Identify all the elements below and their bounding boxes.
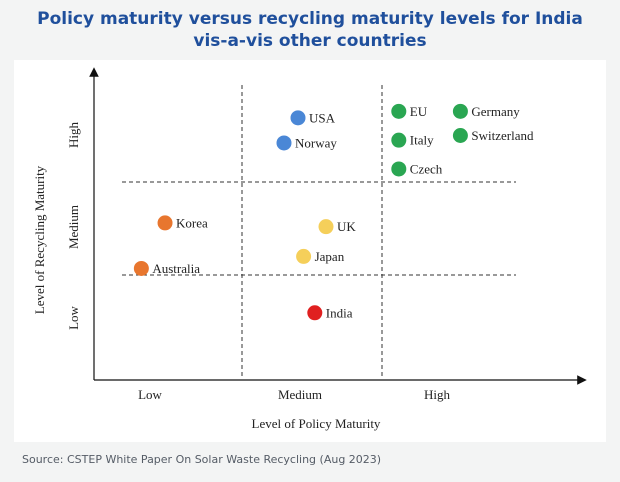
point-label-india: India xyxy=(326,305,353,320)
point-uk xyxy=(318,219,334,235)
point-label-germany: Germany xyxy=(471,104,520,119)
point-label-czech: Czech xyxy=(410,161,443,176)
point-label-usa: USA xyxy=(309,110,336,125)
axis-tick-labels: Low Medium High Low Medium High xyxy=(66,122,451,403)
point-label-japan: Japan xyxy=(315,249,345,264)
x-tick-low: Low xyxy=(138,387,162,402)
y-tick-low: Low xyxy=(66,305,81,329)
point-switzerland xyxy=(452,128,468,143)
chart-title-line-2: vis-a-vis other countries xyxy=(193,31,427,51)
point-norway xyxy=(276,135,292,151)
chart-title: Policy maturity versus recycling maturit… xyxy=(0,8,620,52)
y-tick-high: High xyxy=(66,122,81,149)
point-label-korea: Korea xyxy=(176,215,208,230)
y-axis-label: Level of Recycling Maturity xyxy=(32,165,47,314)
x-tick-high: High xyxy=(424,387,451,402)
source-note: Source: CSTEP White Paper On Solar Waste… xyxy=(22,453,382,466)
point-india xyxy=(307,305,323,321)
grid-lines xyxy=(122,85,516,378)
point-label-australia: Australia xyxy=(152,261,200,276)
chart-panel xyxy=(14,60,606,442)
x-tick-medium: Medium xyxy=(278,387,322,402)
point-australia xyxy=(133,260,149,276)
point-eu xyxy=(391,103,407,119)
point-label-eu: EU xyxy=(410,104,428,119)
point-label-switzerland: Switzerland xyxy=(471,128,534,143)
point-czech xyxy=(391,161,407,177)
y-tick-medium: Medium xyxy=(66,205,81,249)
chart-title-line-1: Policy maturity versus recycling maturit… xyxy=(37,9,583,29)
point-label-norway: Norway xyxy=(295,135,337,150)
point-usa xyxy=(290,110,306,126)
point-germany xyxy=(452,103,468,119)
point-korea xyxy=(157,215,173,231)
x-axis-label: Level of Policy Maturity xyxy=(252,416,381,431)
point-japan xyxy=(296,248,312,264)
point-italy xyxy=(391,132,407,148)
point-label-uk: UK xyxy=(337,219,356,234)
data-points: USA Norway EU Germany Italy Switzerland Czech K… xyxy=(133,103,534,321)
point-label-italy: Italy xyxy=(410,133,434,148)
